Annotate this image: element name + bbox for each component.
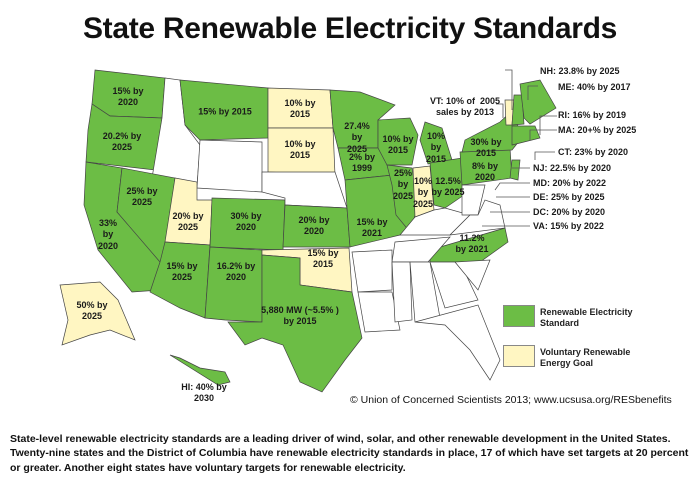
callout-de: DE: 25% by 2025 [533,192,605,202]
legend-swatch-standard [503,305,535,327]
state-label-nc: 11.2% by 2021 [455,232,489,254]
state-nh [511,94,525,126]
state-hi [169,354,231,386]
state-label-mi: 10% by 2015 [425,131,447,164]
callout-nj: NJ: 22.5% by 2020 [533,163,612,173]
state-wy [196,139,263,193]
state-oh [429,157,465,209]
state-sc [454,259,491,291]
state-label-nd: 10% by 2015 [284,97,316,119]
state-nj [509,159,521,181]
callout-dc: DC: 20% by 2020 [533,207,606,217]
state-label-nm: 16.2% by 2020 [216,260,256,282]
state-label-ok: 15% by 2015 [307,247,339,269]
state-label-hi: HI: 40% by 2030 [181,381,227,403]
state-me [519,79,557,125]
state-label-il: 25% by 2025 [392,168,414,201]
callout-va: VA: 15% by 2022 [533,221,604,231]
callout-lines [482,69,557,227]
state-label-nv: 25% by 2025 [126,185,158,207]
state-label-tx: 5,880 MW (~5.5% ) by 2015 [261,304,339,326]
state-label-mt: 15% by 2015 [198,106,252,117]
legend-swatch-goal [503,345,535,367]
state-label-wi: 10% by 2015 [382,133,414,155]
callout-ct: CT: 23% by 2020 [558,147,629,157]
state-mt [179,79,269,141]
state-label-wa: 15% by 2020 [112,85,144,107]
callout-ma: MA: 20+% by 2025 [558,125,637,135]
page-title: State Renewable Electricity Standards [82,12,618,45]
state-label-mn: 27.4% by 2025 [344,121,370,154]
state-tx [227,254,363,393]
state-label-in: 10% by 2025 [412,176,434,209]
state-wi [377,117,419,166]
state-label-oh: 12.5% by 2025 [431,175,465,197]
state-label-az: 15% by 2025 [166,260,198,282]
callout-ri: RI: 16% by 2019 [558,110,627,120]
state-label-ny: 30% by 2015 [470,136,502,158]
state-ak [59,281,136,346]
state-nm [204,246,263,323]
state-la [357,291,401,333]
callout-md: MD: 20% by 2022 [533,178,607,188]
state-label-ca: 33% by 2020 [97,218,119,251]
state-label-ia: 2% by 1999 [348,151,376,173]
state-label-mo: 15% by 2021 [356,216,388,238]
state-label-ks: 20% by 2020 [298,214,330,236]
state-ms [391,261,413,323]
state-label-or: 20.2% by 2025 [102,130,142,152]
state-label-ut: 20% by 2025 [172,210,204,232]
state-fl [414,304,501,381]
state-ga [429,261,479,309]
legend-label-standard: Renewable Electricity Standard [540,307,633,329]
caption: State-level renewable electricity standa… [10,433,689,474]
state-ne3 [511,125,541,146]
state-ar [351,249,393,293]
legend-label-goal: Voluntary Renewable Energy Goal [540,347,631,369]
callout-me: ME: 40% by 2017 [558,82,631,92]
state-label-ak: 50% by 2025 [76,299,108,321]
copyright: © Union of Concerned Scientists 2013; ww… [350,394,672,406]
state-label-co: 30% by 2020 [230,210,262,232]
state-label-pa: 8% by 2020 [471,160,499,182]
callout-nh: NH: 23.8% by 2025 [540,66,620,76]
callout-vt: VT: 10% of 2005 sales by 2013 [430,96,501,118]
state-label-sd: 10% by 2015 [284,138,316,160]
